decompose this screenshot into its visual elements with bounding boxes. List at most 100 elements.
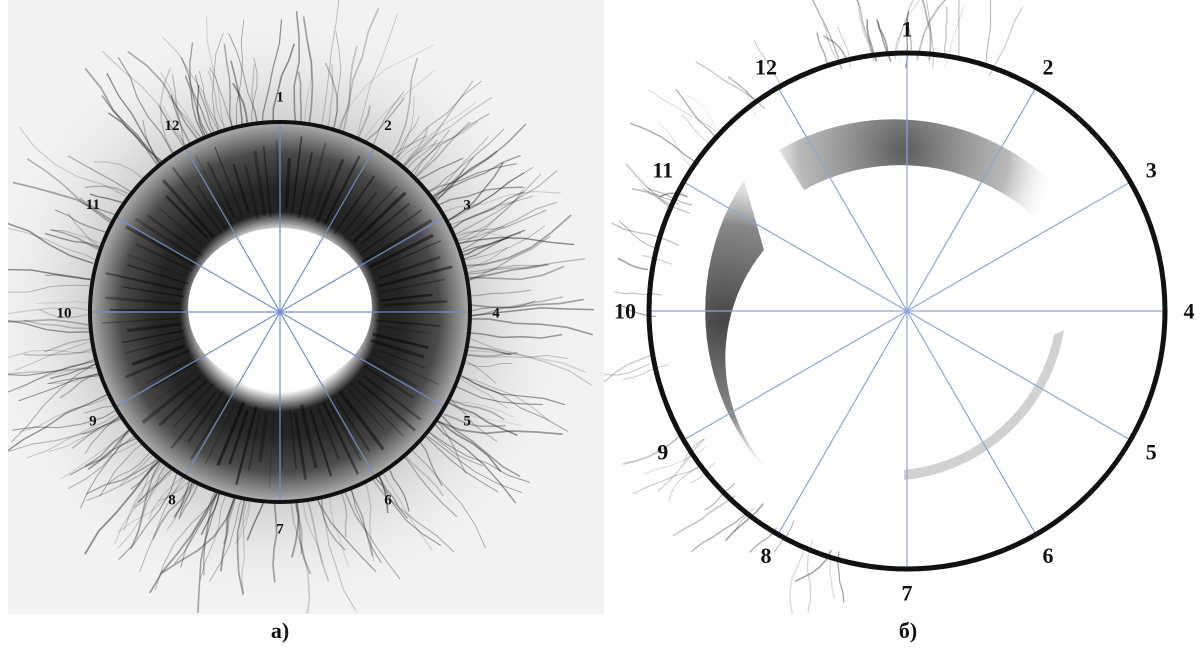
streamer-filament <box>340 482 382 563</box>
streamer-filament <box>293 11 300 137</box>
inner-streak <box>135 243 193 272</box>
streamer-filament <box>11 362 99 443</box>
streamer-filament <box>337 44 434 130</box>
spoke-6 <box>906 310 1037 535</box>
streamer-filament <box>675 89 719 141</box>
streamer-filament <box>67 416 140 490</box>
streamer-filament <box>391 116 420 167</box>
streamer-filament <box>462 349 586 373</box>
spoke-6 <box>279 311 376 477</box>
inner-streak <box>303 142 328 221</box>
streamer-filament <box>461 331 563 339</box>
streamer-filament <box>180 478 223 568</box>
streamer-filament <box>604 352 656 383</box>
streamer-filament <box>8 417 127 452</box>
inner-streak <box>352 191 407 243</box>
inner-streak <box>297 151 313 219</box>
spoke-5 <box>906 310 1131 441</box>
inner-streak <box>101 317 179 324</box>
inner-streak <box>365 358 418 388</box>
inner-streak <box>363 364 415 400</box>
streamer-filament <box>159 68 175 156</box>
streamer-filament <box>8 227 106 265</box>
panel-a: 1 2 3 4 5 6 7 8 9 10 11 12 <box>8 0 604 614</box>
sector-label-10: 10 <box>57 305 72 321</box>
streamer-filament <box>451 236 575 246</box>
streamer-filament <box>623 364 669 380</box>
streamer-filament <box>658 122 695 171</box>
streamer-filament <box>162 37 223 132</box>
sector-label-4: 4 <box>1184 299 1195 324</box>
sector-label-8: 8 <box>761 543 772 568</box>
streamer-filament <box>235 499 250 544</box>
sector-label-5: 5 <box>1146 440 1157 465</box>
streamer-filament <box>877 21 889 57</box>
streamer-filament <box>27 158 115 226</box>
sector-label-3: 3 <box>463 197 471 213</box>
streamer-filament <box>220 485 240 572</box>
sector-label-7: 7 <box>276 521 284 537</box>
streamer-filament <box>412 425 523 493</box>
streamer-filament <box>359 70 435 145</box>
inner-streak <box>349 382 405 437</box>
streamer-filament <box>209 485 249 582</box>
streamer-filament <box>431 415 467 474</box>
streamer-filament <box>704 482 736 511</box>
sector-label-11: 11 <box>86 197 100 213</box>
streamer-filament <box>8 357 99 377</box>
sector-label-4: 4 <box>492 305 500 321</box>
streamer-filament <box>84 413 124 454</box>
streamer-filament <box>428 431 531 483</box>
inner-streak <box>125 225 197 267</box>
streamer-filament <box>462 317 593 336</box>
sector-label-12: 12 <box>755 55 777 80</box>
streamer-filament <box>8 284 102 293</box>
inner-streak <box>109 308 184 312</box>
inner-streak <box>380 293 433 302</box>
streamer-filament <box>160 71 202 139</box>
streamer-filament <box>211 33 224 138</box>
sector-label-6: 6 <box>384 492 392 508</box>
streamer-filament <box>427 156 474 192</box>
streamer-filament <box>461 375 565 406</box>
streamer-filament <box>453 201 558 242</box>
streamer-filament <box>466 258 586 274</box>
streamer-filament <box>87 422 137 470</box>
inner-streak <box>141 375 202 424</box>
inner-streak <box>195 184 229 233</box>
streamer-filament <box>811 0 843 70</box>
streamer-filament <box>8 268 101 283</box>
inner-streak <box>359 209 423 255</box>
spoke-2 <box>279 147 376 313</box>
inner-streak <box>372 332 429 349</box>
streamer-filament <box>432 190 561 217</box>
sector-label-10: 10 <box>614 299 636 324</box>
spoke-3 <box>279 216 445 313</box>
streamer-filament <box>326 63 334 134</box>
inner-streak <box>361 218 433 264</box>
streamer-filament <box>340 45 358 140</box>
streamer-filament <box>451 225 546 262</box>
streamer-filament <box>622 435 680 465</box>
streamer-filament <box>458 263 549 285</box>
inner-streak <box>187 390 226 443</box>
inner-streak <box>378 255 441 280</box>
spoke-2 <box>906 87 1037 312</box>
inner-streak <box>275 140 279 209</box>
inner-streak <box>322 401 360 475</box>
streamer-filament <box>378 465 433 551</box>
inner-streak <box>134 217 197 260</box>
inner-streak <box>375 319 440 327</box>
streamer-filament <box>440 394 505 421</box>
streamer-filament <box>465 289 532 297</box>
streamer-filament <box>17 357 109 391</box>
spoke-8 <box>184 311 281 477</box>
streamer-filament <box>403 139 438 176</box>
spoke-9 <box>115 311 281 408</box>
spoke-11 <box>683 181 908 312</box>
streamer-filament <box>426 414 517 504</box>
streamer-filament <box>99 440 147 497</box>
inner-streak <box>145 358 192 384</box>
